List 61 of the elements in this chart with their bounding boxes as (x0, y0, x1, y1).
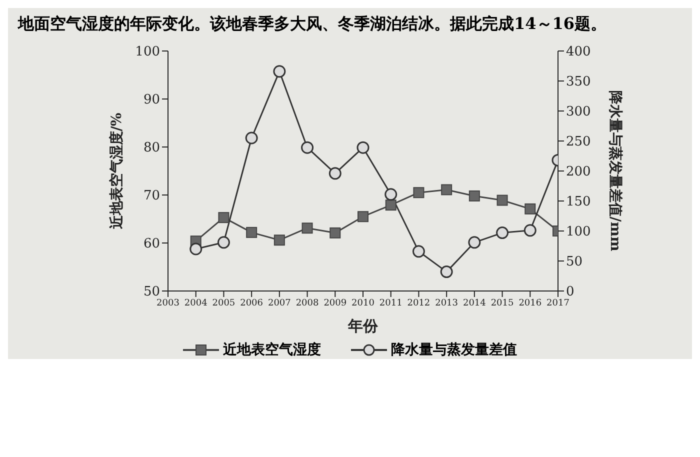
point (496, 194, 508, 206)
point (274, 234, 285, 246)
legend-label: 近地表空气湿度 (222, 341, 321, 359)
legend-label: 降水量与蒸发量差值 (390, 341, 517, 359)
text: 地面空气湿度的年际变化。该地春季多大风、冬季湖泊结冰。据此完成14～16题。 (16, 13, 608, 35)
point (302, 222, 313, 234)
point (384, 188, 398, 201)
point (413, 187, 424, 198)
y2-tick-label: 400 (566, 44, 591, 60)
y2-tick-label: 100 (566, 224, 591, 240)
y2-tick-label: 300 (566, 104, 591, 120)
y2-tick-label: 0 (566, 284, 574, 300)
x-tick-label: 2008 (296, 298, 320, 308)
y2-tick-label: 200 (566, 164, 591, 180)
point (524, 224, 536, 237)
y-tick-label: 90 (143, 92, 160, 108)
x-tick-label: 2011 (379, 298, 402, 308)
point (328, 167, 342, 180)
x-tick-label: 2010 (352, 298, 375, 308)
y-tick-label: 70 (143, 188, 160, 204)
x-tick-label: 2005 (212, 298, 236, 308)
y2-tick-label: 350 (566, 74, 591, 90)
point (385, 200, 396, 211)
point (440, 266, 453, 278)
x-tick-label: 2016 (518, 298, 542, 308)
y-axis-title: 近地表空气湿度/% (108, 112, 125, 230)
x-tick-label: 2013 (435, 298, 458, 308)
y-tick-label: 100 (135, 44, 160, 60)
point (358, 211, 368, 222)
y-tick-label: 80 (143, 140, 160, 156)
x-axis-title: 年份 (347, 317, 379, 335)
x-tick-label: 2012 (407, 298, 430, 308)
point (245, 132, 258, 144)
y2-tick-label: 250 (566, 134, 591, 150)
x-tick-label: 2004 (184, 298, 208, 308)
point (524, 203, 536, 214)
point (356, 141, 370, 154)
y2-tick-label: 150 (566, 194, 591, 210)
point (273, 65, 286, 78)
point (190, 242, 202, 256)
x-tick-label: 2003 (156, 298, 180, 308)
y-tick-label: 50 (143, 284, 160, 300)
point (301, 141, 314, 154)
y-tick-label: 60 (143, 236, 160, 252)
x-tick-label: 2015 (490, 298, 514, 308)
x-tick-label: 2014 (462, 298, 486, 308)
point (468, 190, 480, 202)
y2-tick-label: 50 (566, 254, 583, 270)
point (496, 226, 509, 240)
point (441, 184, 452, 196)
point (412, 245, 425, 258)
x-tick-label: 2009 (324, 298, 347, 308)
point (330, 227, 341, 238)
point (468, 236, 481, 249)
point (217, 236, 230, 249)
x-tick-label: 2007 (268, 298, 292, 308)
x-tick-label: 2017 (546, 298, 570, 308)
y2-axis-title: 降水量与蒸发量差值/mm (607, 90, 624, 252)
point (246, 226, 258, 238)
x-tick-label: 2006 (240, 298, 264, 308)
point (218, 212, 230, 224)
